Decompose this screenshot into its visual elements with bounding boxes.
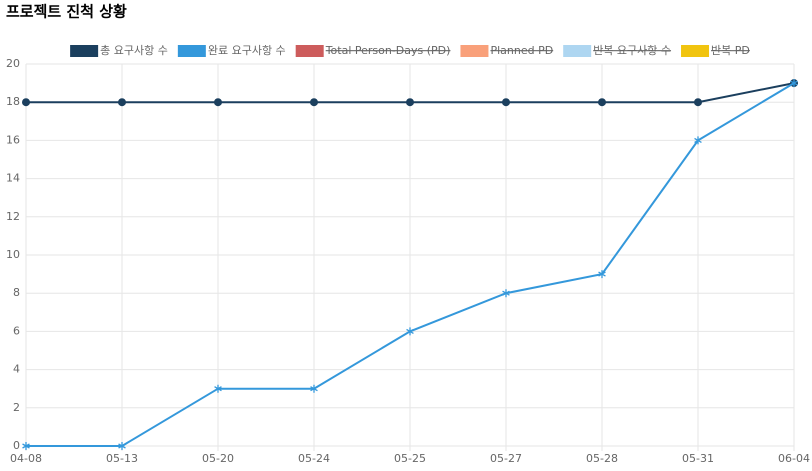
chart-title: 프로젝트 진척 상황 [6,3,127,21]
y-tick-label: 16 [6,133,20,146]
point [694,136,702,145]
point [502,289,510,298]
legend-label: 반복 요구사항 수 [593,44,671,57]
legend-swatch [563,45,592,57]
point [502,98,510,107]
legend-swatch [295,45,324,57]
x-tick-label: 05-13 [106,452,138,465]
point [22,442,30,450]
legend-label: Total Person-Days (PD) [325,44,451,57]
point [790,79,798,88]
y-tick-label: 20 [6,57,20,70]
x-tick-label: 05-25 [394,452,426,465]
y-tick-label: 6 [13,324,20,337]
x-tick-label: 06-04 [778,452,810,465]
legend-label: 완료 요구사항 수 [208,44,286,57]
point [118,442,126,450]
point [310,98,318,107]
y-tick-label: 18 [6,95,20,108]
x-tick-label: 04-08 [10,452,42,465]
point [598,270,606,279]
legend-swatch [70,45,99,57]
point [118,98,126,107]
x-tick-label: 05-20 [202,452,234,465]
legend-swatch [177,45,206,57]
point [406,98,414,107]
y-tick-label: 12 [6,210,20,223]
x-tick-label: 05-24 [298,452,330,465]
y-tick-label: 8 [13,286,20,299]
legend: 총 요구사항 수 완료 요구사항 수 Total Person-Days (PD) P… [70,44,750,57]
point [406,327,414,336]
y-tick-label: 14 [6,172,20,185]
point [694,98,702,107]
point [22,98,30,107]
legend-label: Planned PD [490,44,553,57]
x-tick-label: 05-31 [682,452,714,465]
y-tick-label: 10 [6,248,20,261]
y-tick-label: 4 [13,363,20,376]
x-tick-label: 05-28 [586,452,618,465]
legend-label: 총 요구사항 수 [100,44,168,57]
y-tick-label: 0 [13,439,20,452]
legend-swatch [681,45,710,57]
y-tick-label: 2 [13,401,20,414]
x-tick-label: 05-27 [490,452,522,465]
point [214,98,222,107]
point [598,98,606,107]
point [310,384,318,393]
legend-label: 반복 PD [711,44,750,57]
point [214,384,222,393]
legend-swatch [460,45,489,57]
